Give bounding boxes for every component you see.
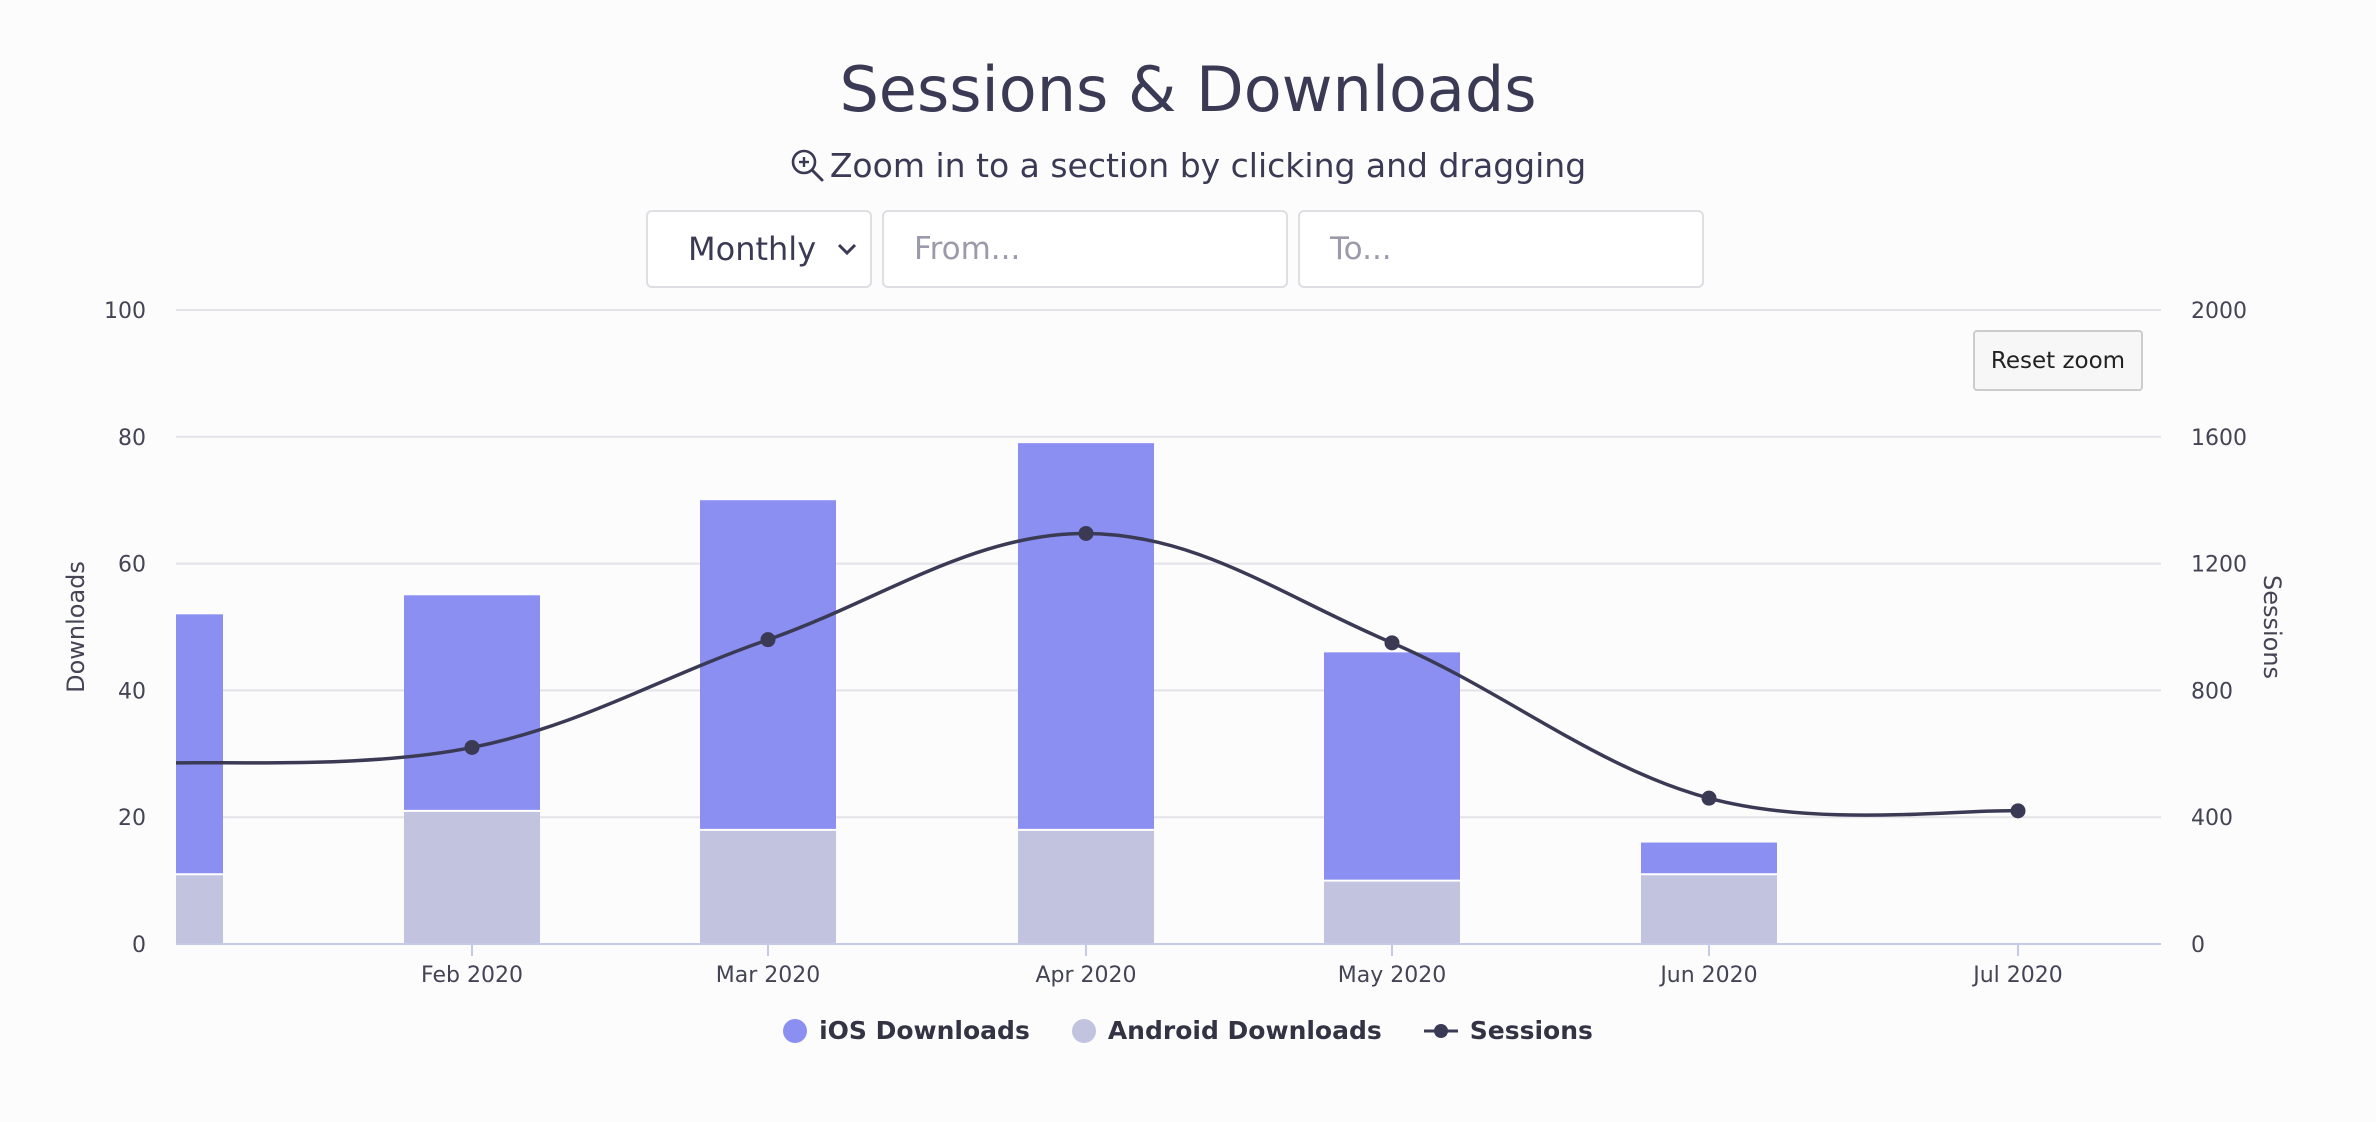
- legend-item-sessions[interactable]: Sessions: [1423, 1016, 1593, 1045]
- zoom-in-icon: [790, 148, 826, 184]
- sessions-point: [464, 739, 480, 755]
- legend-marker-android: [1071, 1018, 1096, 1043]
- y2-axis-title: Sessions: [2258, 575, 2286, 679]
- bar-android: [1641, 874, 1777, 944]
- y2-tick-label: 400: [2191, 806, 2233, 831]
- y-tick-label: 80: [118, 426, 146, 451]
- x-tick-label: Jun 2020: [1658, 963, 1757, 988]
- bar-ios: [700, 500, 836, 830]
- sessions-point: [1701, 790, 1717, 806]
- x-tick-label: Feb 2020: [421, 963, 523, 988]
- legend-label-sessions: Sessions: [1469, 1016, 1593, 1045]
- y-tick-label: 60: [118, 553, 146, 578]
- bar-ios: [1324, 652, 1460, 881]
- to-date-input[interactable]: [1298, 210, 1704, 288]
- y-axis-title: Downloads: [62, 561, 90, 693]
- date-controls: Monthly: [646, 210, 1704, 288]
- y-tick-label: 40: [118, 679, 146, 704]
- y2-tick-label: 2000: [2191, 299, 2247, 324]
- bar-android: [404, 810, 540, 944]
- x-tick-label: Mar 2020: [716, 963, 821, 988]
- interval-select-value: Monthly: [688, 230, 817, 268]
- bar-ios: [1018, 443, 1154, 830]
- reset-zoom-button[interactable]: Reset zoom: [1973, 330, 2143, 391]
- bar-android: [700, 829, 836, 944]
- y-tick-label: 0: [132, 933, 146, 958]
- x-tick-label: Apr 2020: [1035, 963, 1136, 988]
- sessions-point: [2010, 803, 2026, 819]
- sessions-point: [1078, 525, 1094, 541]
- y2-tick-label: 800: [2191, 679, 2233, 704]
- x-tick-label: May 2020: [1338, 963, 1446, 988]
- legend-item-ios[interactable]: iOS Downloads: [783, 1016, 1030, 1045]
- from-date-input[interactable]: [882, 210, 1288, 288]
- chevron-down-icon: [834, 234, 860, 264]
- x-tick-label: Jul 2020: [1971, 963, 2063, 988]
- bar-android: [176, 874, 223, 944]
- chart-legend: iOS Downloads Android Downloads Sessions: [0, 1016, 2376, 1045]
- bar-android: [1018, 829, 1154, 944]
- chart-subtitle: Zoom in to a section by clicking and dra…: [0, 142, 2376, 190]
- interval-select[interactable]: Monthly: [646, 210, 872, 288]
- bar-ios: [404, 595, 540, 811]
- y-tick-label: 100: [104, 299, 146, 324]
- sessions-point: [1384, 635, 1400, 651]
- y2-tick-label: 1600: [2191, 426, 2247, 451]
- legend-marker-ios: [783, 1018, 808, 1043]
- bar-android: [1324, 880, 1460, 944]
- sessions-point: [760, 632, 776, 648]
- legend-label-ios: iOS Downloads: [819, 1016, 1030, 1045]
- y2-tick-label: 0: [2191, 933, 2205, 958]
- legend-label-android: Android Downloads: [1107, 1016, 1382, 1045]
- y-tick-label: 20: [118, 806, 146, 831]
- subtitle-text: Zoom in to a section by clicking and dra…: [829, 146, 1587, 185]
- bar-ios: [176, 614, 223, 875]
- legend-marker-sessions: [1423, 1019, 1458, 1043]
- legend-item-android[interactable]: Android Downloads: [1071, 1016, 1382, 1045]
- y2-tick-label: 1200: [2191, 553, 2247, 578]
- bar-ios: [1641, 842, 1777, 875]
- chart-title: Sessions & Downloads: [839, 53, 1537, 126]
